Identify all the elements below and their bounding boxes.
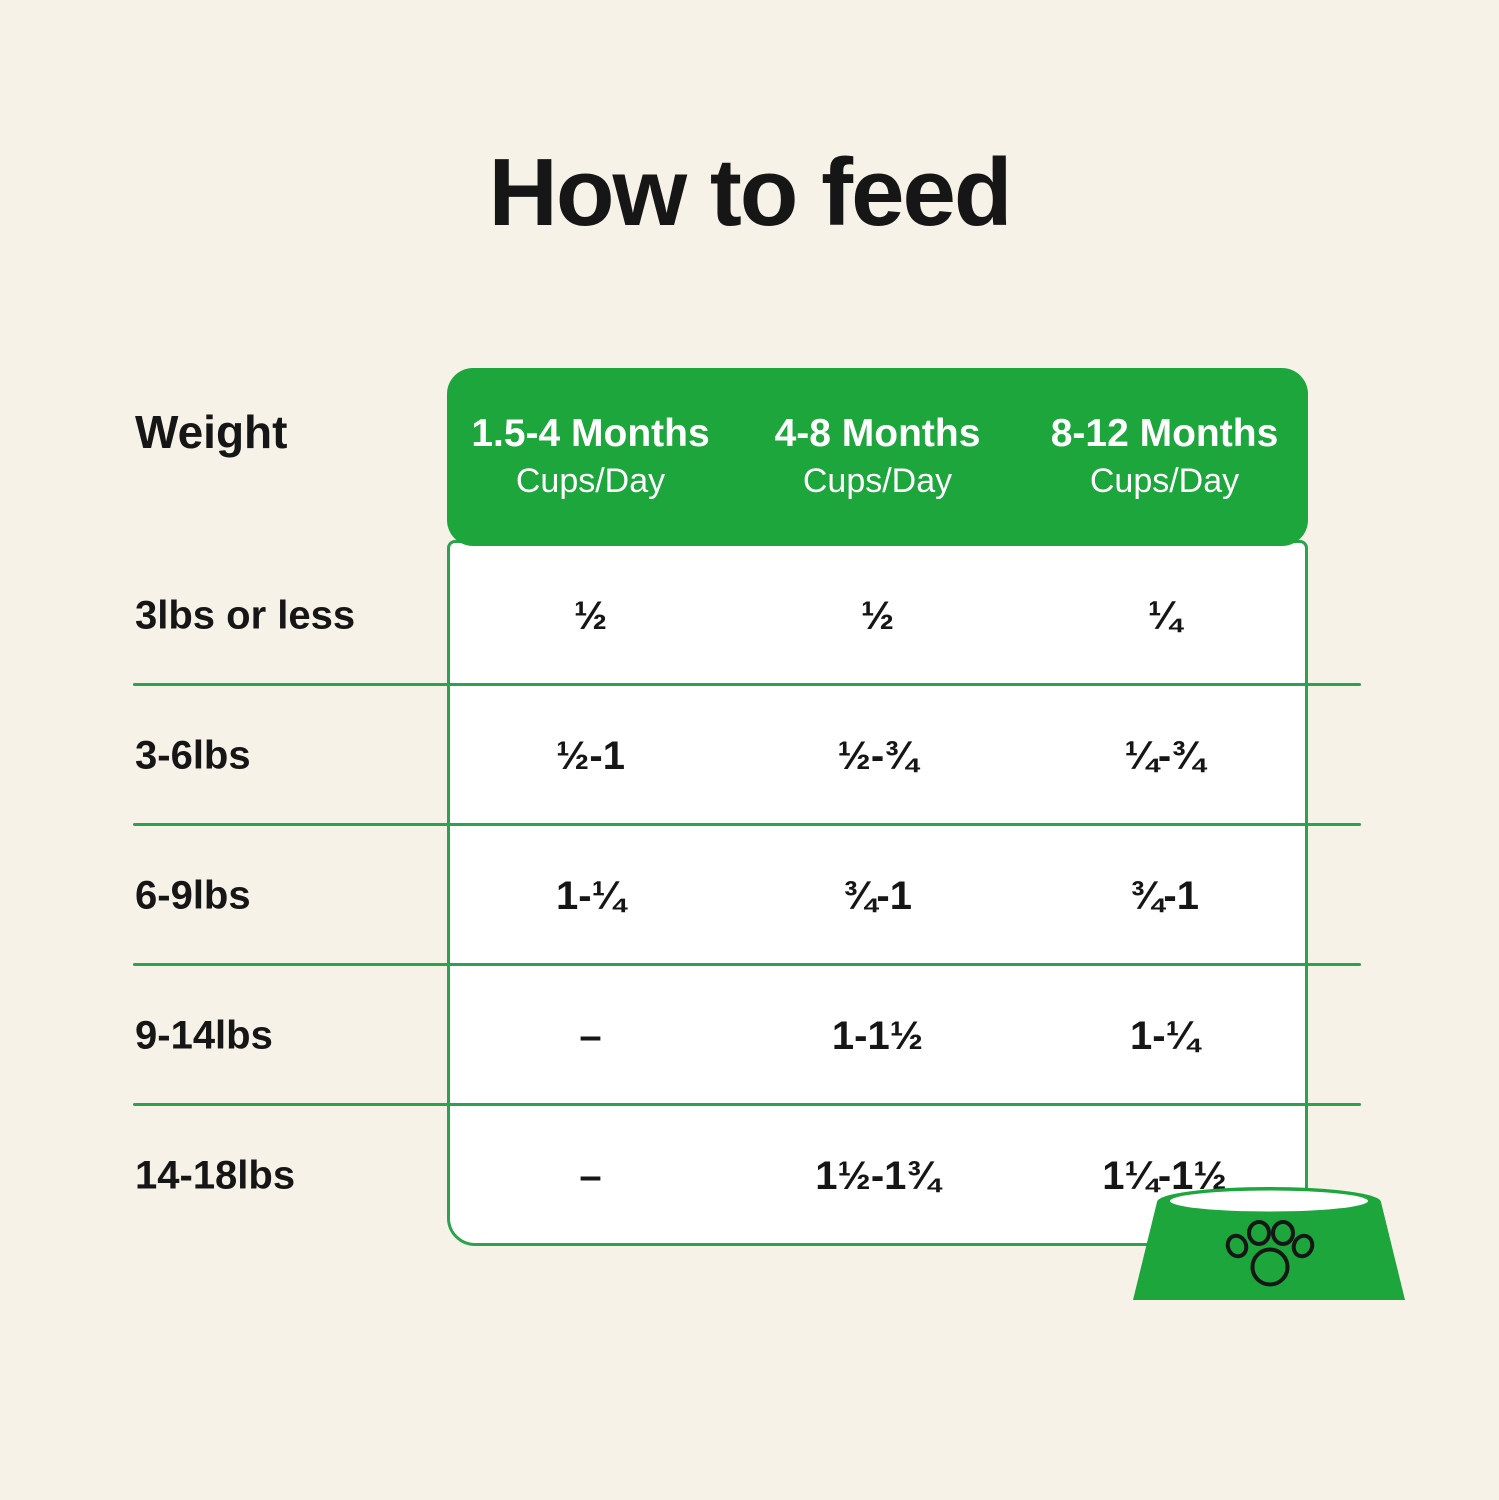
cell-value: – [579,1153,602,1198]
row-weight-label: 14-18lbs [135,1153,296,1198]
cell-value: 1-1½ [831,1013,924,1058]
cell-value: ½ [860,593,895,638]
cell-value: ½-¾ [837,733,918,778]
table-body-panel [447,540,1308,1246]
column-header-2: 4-8 Months Cups/Day [734,411,1021,502]
table-header: 1.5-4 Months Cups/Day 4-8 Months Cups/Da… [447,368,1308,546]
cell-value: – [579,1013,602,1058]
cell-value: ¾-1 [843,873,912,918]
table-row: 3-6lbs ½-1 ½-¾ ¼-¾ [0,686,1499,826]
row-divider [133,1103,1361,1106]
row-weight-label: 3lbs or less [135,593,356,638]
column-unit-label: Cups/Day [515,462,666,501]
row-divider [133,823,1361,826]
column-age-range: 1.5-4 Months [471,411,710,455]
table-row: 14-18lbs – 1½-1¾ 1¼-1½ [0,1106,1499,1246]
cell-value: ½-1 [556,733,625,778]
cell-value: 1½-1¾ [815,1153,940,1198]
weight-column-header: Weight [135,406,288,458]
column-unit-label: Cups/Day [1089,462,1240,501]
cell-value: ¾-1 [1130,873,1199,918]
table-row: 6-9lbs 1-¼ ¾-1 ¾-1 [0,826,1499,966]
column-age-range: 8-12 Months [1050,411,1279,455]
cell-value: ½ [573,593,608,638]
column-age-range: 4-8 Months [774,411,981,455]
table-row: 3lbs or less ½ ½ ¼ [0,546,1499,686]
column-header-3: 8-12 Months Cups/Day [1021,411,1308,502]
row-weight-label: 6-9lbs [135,873,251,918]
dog-bowl-paw-icon [1133,1187,1405,1300]
cell-value: 1-¼ [1130,1013,1199,1058]
column-header-1: 1.5-4 Months Cups/Day [447,411,734,502]
row-weight-label: 3-6lbs [135,733,251,778]
column-unit-label: Cups/Day [802,462,953,501]
row-divider [133,963,1361,966]
table-rows: 3lbs or less ½ ½ ¼ 3-6lbs ½-1 ½-¾ ¼-¾ 6-… [0,546,1499,1246]
cell-value: ¼ [1147,593,1182,638]
cell-value: 1-¼ [556,873,625,918]
cell-value: ¼-¾ [1124,733,1205,778]
page-title: How to feed [488,139,1013,246]
row-divider [133,683,1361,686]
row-weight-label: 9-14lbs [135,1013,273,1058]
table-row: 9-14lbs – 1-1½ 1-¼ [0,966,1499,1106]
